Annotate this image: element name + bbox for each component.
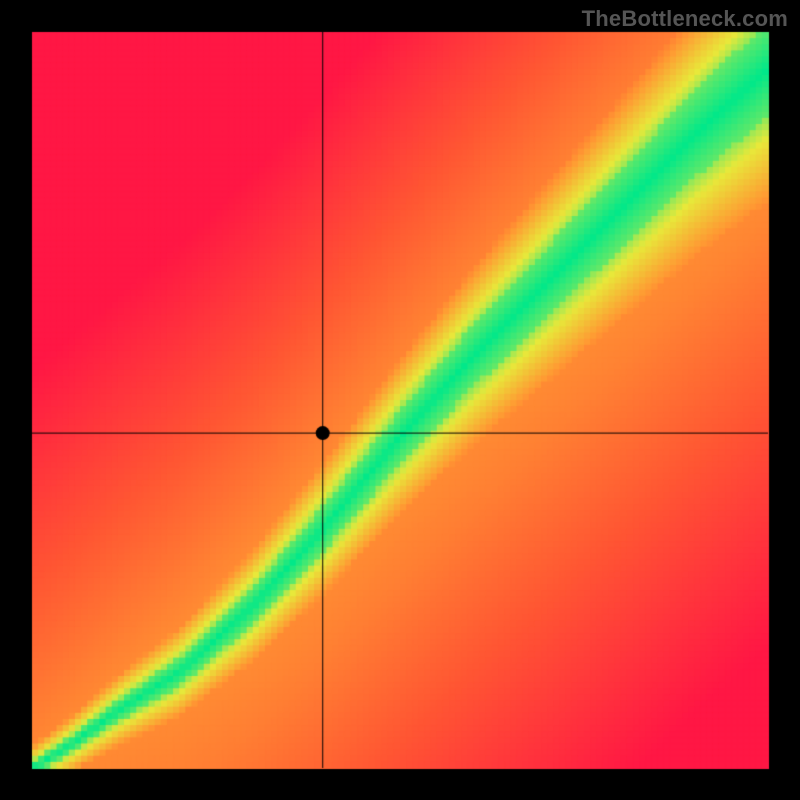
- watermark-text: TheBottleneck.com: [582, 6, 788, 32]
- bottleneck-heatmap: [0, 0, 800, 800]
